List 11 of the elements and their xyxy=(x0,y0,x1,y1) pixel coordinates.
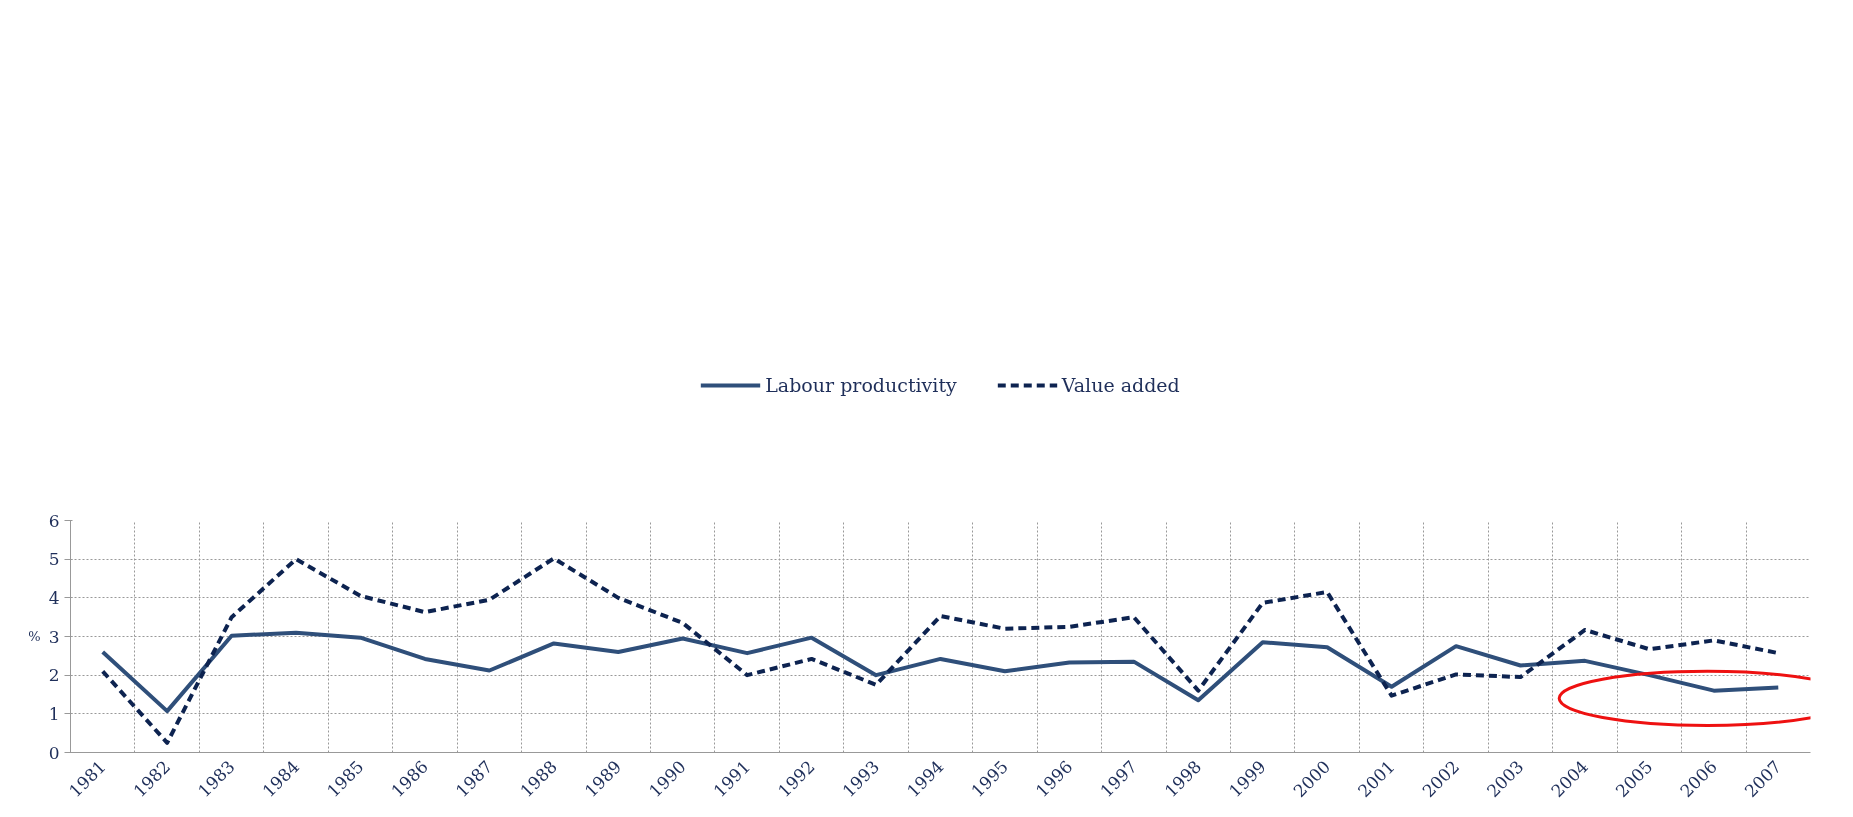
y-tick-label: 5 xyxy=(48,549,60,570)
legend-label: Labour productivity xyxy=(765,373,957,396)
legend-label: Value added xyxy=(1061,373,1180,396)
y-tick-label: 0 xyxy=(48,742,60,763)
y-tick-label: 2 xyxy=(48,665,60,686)
y-tick-label: 1 xyxy=(48,703,60,724)
y-axis-title: % xyxy=(28,629,41,644)
line-series xyxy=(100,630,1781,714)
y-tick-label: 3 xyxy=(48,626,60,647)
y-tick-label: 4 xyxy=(48,587,60,608)
y-tick-label: 6 xyxy=(48,510,60,531)
